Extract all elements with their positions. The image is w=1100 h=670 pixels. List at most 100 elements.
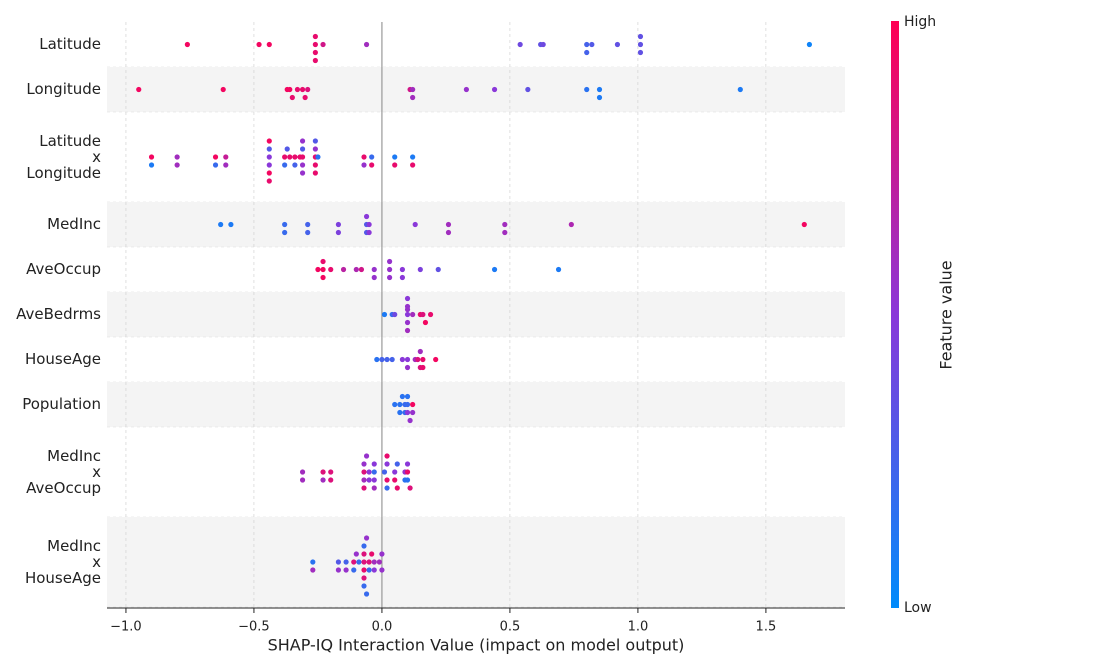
point bbox=[404, 356, 411, 363]
point bbox=[502, 221, 508, 228]
point bbox=[394, 461, 400, 467]
point bbox=[404, 306, 411, 313]
point bbox=[266, 170, 272, 176]
point bbox=[392, 401, 398, 408]
point bbox=[361, 551, 367, 557]
point bbox=[637, 33, 644, 40]
point bbox=[228, 221, 234, 228]
point bbox=[381, 469, 388, 475]
point bbox=[404, 295, 411, 302]
point bbox=[363, 591, 370, 597]
point bbox=[351, 567, 357, 573]
point bbox=[384, 477, 390, 483]
point bbox=[299, 170, 306, 176]
point bbox=[369, 162, 375, 168]
point bbox=[540, 41, 546, 48]
point bbox=[184, 41, 190, 48]
point bbox=[404, 409, 411, 416]
point bbox=[335, 221, 342, 228]
point bbox=[212, 154, 219, 160]
point bbox=[387, 266, 393, 273]
point bbox=[412, 221, 418, 228]
y-tick-label: MedInc bbox=[47, 215, 101, 233]
point bbox=[399, 393, 406, 400]
point bbox=[410, 86, 416, 93]
point bbox=[584, 49, 590, 56]
y-tick-label: HouseAge bbox=[25, 350, 101, 368]
x-axis-label: SHAP-IQ Interaction Value (impact on mod… bbox=[268, 636, 685, 655]
point bbox=[404, 401, 411, 408]
point bbox=[404, 311, 411, 318]
point bbox=[363, 535, 370, 541]
point bbox=[328, 469, 334, 475]
point bbox=[310, 567, 316, 573]
point bbox=[361, 477, 367, 483]
point bbox=[387, 258, 393, 265]
point bbox=[328, 477, 334, 483]
point bbox=[381, 311, 388, 318]
point bbox=[363, 453, 370, 459]
colorbar-high: High bbox=[904, 14, 936, 30]
point bbox=[397, 401, 403, 408]
point bbox=[343, 567, 349, 573]
point bbox=[361, 162, 367, 168]
point bbox=[328, 266, 334, 273]
point bbox=[371, 559, 377, 565]
point bbox=[361, 543, 367, 549]
point bbox=[212, 162, 219, 168]
point bbox=[320, 469, 326, 475]
point bbox=[584, 41, 590, 48]
point bbox=[266, 146, 272, 152]
point bbox=[379, 551, 385, 557]
point bbox=[410, 154, 416, 160]
point bbox=[312, 170, 318, 176]
point bbox=[392, 311, 398, 318]
y-tick-label: MedInc x AveOccup bbox=[26, 447, 101, 497]
point bbox=[218, 221, 224, 228]
point bbox=[404, 461, 411, 467]
point bbox=[312, 57, 318, 64]
point bbox=[223, 154, 229, 160]
point bbox=[335, 567, 342, 573]
point bbox=[404, 327, 411, 334]
point bbox=[392, 154, 398, 160]
point bbox=[407, 485, 413, 491]
point bbox=[148, 162, 155, 168]
point bbox=[376, 559, 382, 565]
point bbox=[299, 162, 306, 168]
point bbox=[361, 154, 367, 160]
point bbox=[379, 567, 385, 573]
point bbox=[361, 575, 367, 581]
point bbox=[525, 86, 531, 93]
point bbox=[361, 559, 367, 565]
point bbox=[517, 41, 523, 48]
colorbar bbox=[891, 21, 899, 608]
point bbox=[410, 409, 416, 416]
point bbox=[410, 311, 416, 318]
point bbox=[410, 162, 416, 168]
point bbox=[555, 266, 562, 273]
point bbox=[356, 559, 362, 565]
point bbox=[287, 154, 293, 160]
point bbox=[310, 559, 316, 565]
point bbox=[371, 567, 377, 573]
row-band bbox=[107, 202, 845, 247]
point bbox=[614, 41, 621, 48]
point bbox=[292, 154, 298, 160]
point bbox=[282, 162, 288, 168]
point bbox=[389, 356, 395, 363]
point bbox=[335, 229, 342, 236]
point bbox=[420, 311, 426, 318]
point bbox=[361, 469, 367, 475]
point bbox=[302, 94, 308, 101]
point bbox=[366, 559, 372, 565]
point bbox=[410, 94, 416, 101]
point bbox=[136, 86, 142, 93]
point bbox=[366, 469, 372, 475]
point bbox=[415, 356, 421, 363]
point bbox=[335, 559, 342, 565]
point bbox=[589, 41, 595, 48]
row-band bbox=[107, 382, 845, 427]
point bbox=[491, 86, 498, 93]
